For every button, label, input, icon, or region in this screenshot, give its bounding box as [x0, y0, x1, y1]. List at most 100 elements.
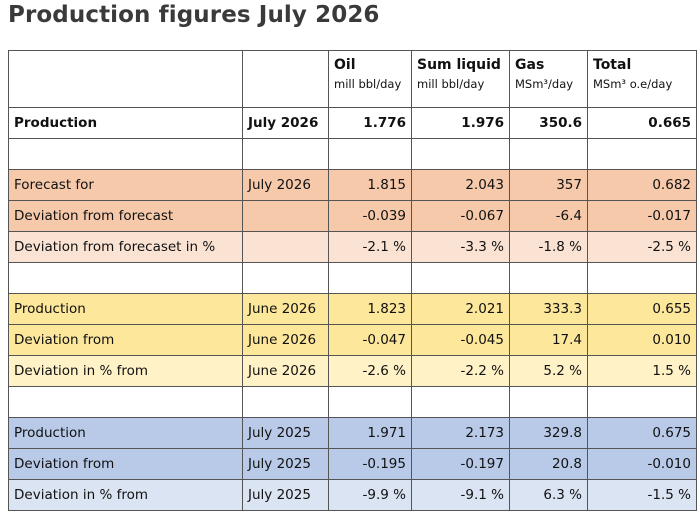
- total-cell: 0.675: [587, 417, 697, 449]
- header-oil-unit: mill bbl/day: [334, 77, 402, 91]
- spacer-cell: [242, 386, 329, 418]
- spacer-cell: [328, 262, 412, 294]
- spacer-cell: [8, 262, 243, 294]
- spacer-cell: [509, 386, 588, 418]
- total-cell: -1.5 %: [587, 479, 697, 511]
- row-label: Forecast for: [8, 169, 243, 201]
- liquid-cell: 2.043: [411, 169, 510, 201]
- header-empty-period: [242, 50, 329, 108]
- row-label: Production: [8, 293, 243, 325]
- row-label: Production: [8, 417, 243, 449]
- spacer-cell: [509, 262, 588, 294]
- oil-cell: 1.971: [328, 417, 412, 449]
- total-cell: -2.5 %: [587, 231, 697, 263]
- table-header-row: Oil mill bbl/day Sum liquid mill bbl/day G…: [8, 50, 697, 108]
- table-row: Production July 2025 1.971 2.173 329.8 0…: [8, 417, 697, 449]
- row-period: July 2025: [242, 417, 329, 449]
- oil-cell: 1.776: [328, 107, 412, 139]
- total-cell: 0.682: [587, 169, 697, 201]
- liquid-cell: -3.3 %: [411, 231, 510, 263]
- total-cell: 0.655: [587, 293, 697, 325]
- liquid-cell: -2.2 %: [411, 355, 510, 387]
- row-label: Deviation from forecaset in %: [8, 231, 243, 263]
- gas-cell: 329.8: [509, 417, 588, 449]
- spacer-cell: [411, 386, 510, 418]
- gas-cell: 333.3: [509, 293, 588, 325]
- header-gas: Gas MSm³/day: [509, 50, 588, 108]
- spacer-cell: [411, 262, 510, 294]
- header-total-unit: MSm³ o.e/day: [593, 77, 673, 91]
- total-cell: -0.017: [587, 200, 697, 232]
- table-row: Production July 2026 1.776 1.976 350.6 0…: [8, 107, 697, 139]
- row-label: Deviation in % from: [8, 479, 243, 511]
- row-period: June 2026: [242, 324, 329, 356]
- table-row: Deviation in % from June 2026 -2.6 % -2.…: [8, 355, 697, 387]
- row-label: Deviation from: [8, 324, 243, 356]
- gas-cell: 20.8: [509, 448, 588, 480]
- spacer-row: [8, 386, 697, 418]
- total-cell: 0.665: [587, 107, 697, 139]
- oil-cell: -2.1 %: [328, 231, 412, 263]
- gas-cell: 357: [509, 169, 588, 201]
- oil-cell: -9.9 %: [328, 479, 412, 511]
- row-period: June 2026: [242, 293, 329, 325]
- header-liquid-name: Sum liquid: [417, 57, 501, 73]
- oil-cell: 1.823: [328, 293, 412, 325]
- oil-cell: -2.6 %: [328, 355, 412, 387]
- gas-cell: 5.2 %: [509, 355, 588, 387]
- header-total: Total MSm³ o.e/day: [587, 50, 697, 108]
- total-cell: -0.010: [587, 448, 697, 480]
- gas-cell: -6.4: [509, 200, 588, 232]
- row-period: July 2026: [242, 107, 329, 139]
- spacer-row: [8, 262, 697, 294]
- liquid-cell: 2.173: [411, 417, 510, 449]
- spacer-cell: [509, 138, 588, 170]
- table-row: Deviation in % from July 2025 -9.9 % -9.…: [8, 479, 697, 511]
- spacer-cell: [411, 138, 510, 170]
- liquid-cell: -0.197: [411, 448, 510, 480]
- oil-cell: -0.047: [328, 324, 412, 356]
- table-row: Deviation from forecast -0.039 -0.067 -6…: [8, 200, 697, 232]
- header-liquid: Sum liquid mill bbl/day: [411, 50, 510, 108]
- spacer-cell: [242, 262, 329, 294]
- header-liquid-unit: mill bbl/day: [417, 77, 485, 91]
- liquid-cell: 2.021: [411, 293, 510, 325]
- row-period: [242, 231, 329, 263]
- spacer-row: [8, 138, 697, 170]
- header-total-name: Total: [593, 57, 632, 73]
- row-period: July 2025: [242, 479, 329, 511]
- row-label: Deviation in % from: [8, 355, 243, 387]
- spacer-cell: [242, 138, 329, 170]
- liquid-cell: 1.976: [411, 107, 510, 139]
- liquid-cell: -0.067: [411, 200, 510, 232]
- gas-cell: 350.6: [509, 107, 588, 139]
- spacer-cell: [587, 386, 697, 418]
- spacer-cell: [328, 386, 412, 418]
- table-row: Deviation from forecaset in % -2.1 % -3.…: [8, 231, 697, 263]
- oil-cell: 1.815: [328, 169, 412, 201]
- row-period: June 2026: [242, 355, 329, 387]
- header-oil: Oil mill bbl/day: [328, 50, 412, 108]
- gas-cell: 17.4: [509, 324, 588, 356]
- oil-cell: -0.039: [328, 200, 412, 232]
- table-row: Deviation from July 2025 -0.195 -0.197 2…: [8, 448, 697, 480]
- spacer-cell: [587, 262, 697, 294]
- gas-cell: 6.3 %: [509, 479, 588, 511]
- row-label: Production: [8, 107, 243, 139]
- liquid-cell: -0.045: [411, 324, 510, 356]
- table-row: Forecast for July 2026 1.815 2.043 357 0…: [8, 169, 697, 201]
- liquid-cell: -9.1 %: [411, 479, 510, 511]
- spacer-cell: [328, 138, 412, 170]
- spacer-cell: [587, 138, 697, 170]
- header-empty-label: [8, 50, 243, 108]
- header-gas-name: Gas: [515, 57, 545, 73]
- header-gas-unit: MSm³/day: [515, 77, 574, 91]
- oil-cell: -0.195: [328, 448, 412, 480]
- total-cell: 0.010: [587, 324, 697, 356]
- row-period: [242, 200, 329, 232]
- row-period: July 2025: [242, 448, 329, 480]
- table-row: Production June 2026 1.823 2.021 333.3 0…: [8, 293, 697, 325]
- gas-cell: -1.8 %: [509, 231, 588, 263]
- header-oil-name: Oil: [334, 57, 356, 73]
- total-cell: 1.5 %: [587, 355, 697, 387]
